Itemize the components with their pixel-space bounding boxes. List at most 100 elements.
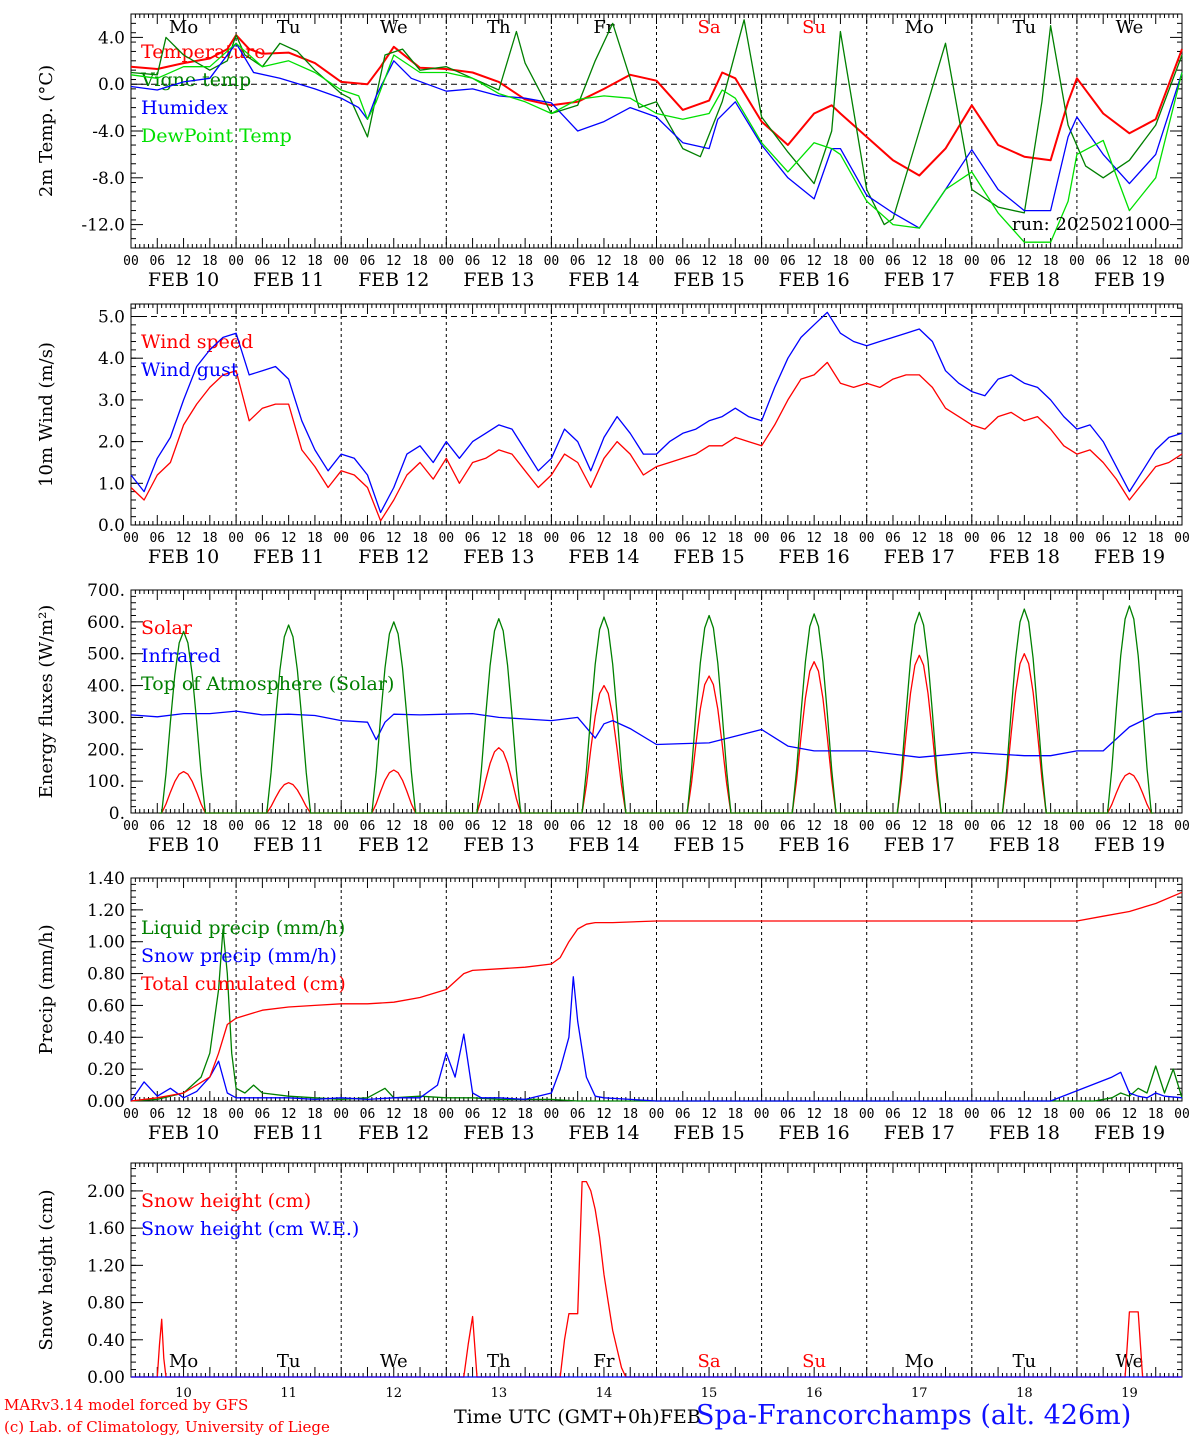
hour-tick-label: 12 bbox=[806, 1107, 822, 1122]
y-tick-label: 5.0 bbox=[98, 308, 125, 328]
legend-total-cumulated-cm: Total cumulated (cm) bbox=[141, 973, 346, 995]
hour-tick-label: 12 bbox=[491, 819, 507, 834]
y-tick-label: 600. bbox=[87, 613, 125, 633]
hour-tick-label: 06 bbox=[1095, 531, 1111, 546]
date-label: FEB 13 bbox=[463, 269, 534, 291]
hour-tick-label: 18 bbox=[833, 254, 849, 269]
date-label: FEB 10 bbox=[148, 546, 219, 568]
date-label: FEB 12 bbox=[358, 546, 429, 568]
hour-tick-label: 06 bbox=[990, 1107, 1006, 1122]
hour-tick-label: 12 bbox=[596, 254, 612, 269]
hour-tick-label: 12 bbox=[1122, 1107, 1138, 1122]
hour-tick-label: 12 bbox=[386, 1107, 402, 1122]
hour-tick-label: 18 bbox=[202, 1107, 218, 1122]
hour-tick-label: 00 bbox=[964, 254, 980, 269]
hour-tick-label: 12 bbox=[1017, 819, 1033, 834]
y-axis-label: 2m Temp. (°C) bbox=[36, 65, 57, 197]
date-label: FEB 12 bbox=[358, 834, 429, 856]
date-label: FEB 11 bbox=[253, 1122, 324, 1144]
hour-tick-label: 18 bbox=[727, 1107, 743, 1122]
weekday-label: Sa bbox=[698, 1351, 721, 1372]
hour-tick-label: 06 bbox=[990, 531, 1006, 546]
weekday-label: Th bbox=[487, 1351, 511, 1372]
y-tick-label: 0.80 bbox=[87, 965, 125, 985]
hour-tick-label: 06 bbox=[885, 1107, 901, 1122]
hour-tick-label: 18 bbox=[622, 531, 638, 546]
hour-tick-label: 12 bbox=[911, 254, 927, 269]
series-line-liquid-precip-mm-h bbox=[130, 928, 1183, 1102]
weekday-label: Tu bbox=[277, 1351, 301, 1372]
hour-tick-label: 00 bbox=[438, 819, 454, 834]
hour-tick-label: 18 bbox=[938, 819, 954, 834]
date-label: FEB 10 bbox=[148, 269, 219, 291]
hour-tick-label: 18 bbox=[307, 254, 323, 269]
hour-tick-label: 00 bbox=[649, 531, 665, 546]
hour-tick-label: 00 bbox=[228, 1107, 244, 1122]
y-tick-label: 1.60 bbox=[87, 1219, 125, 1239]
legend-snow-height-cm: Snow height (cm) bbox=[141, 1190, 311, 1212]
hour-tick-label: 06 bbox=[990, 819, 1006, 834]
hour-tick-label: 00 bbox=[544, 1107, 560, 1122]
hour-tick-label: 06 bbox=[675, 254, 691, 269]
legend-snow-height-cm-w-e: Snow height (cm W.E.) bbox=[141, 1218, 359, 1240]
weekday-label: Mo bbox=[169, 1351, 198, 1372]
date-label: FEB 12 bbox=[358, 1122, 429, 1144]
hour-tick-label: 18 bbox=[202, 531, 218, 546]
date-label: FEB 18 bbox=[989, 1122, 1060, 1144]
model-credit: MARv3.14 model forced by GFS bbox=[4, 1396, 249, 1414]
hour-tick-label: 00 bbox=[754, 531, 770, 546]
x-axis-month: FEB bbox=[659, 1406, 701, 1428]
hour-tick-label: 06 bbox=[885, 254, 901, 269]
date-label: FEB 12 bbox=[358, 269, 429, 291]
hour-tick-label: 00 bbox=[859, 531, 875, 546]
y-axis-label: Precip (mm/h) bbox=[36, 924, 57, 1054]
day-number-label: 16 bbox=[806, 1386, 823, 1400]
hour-tick-label: 00 bbox=[1174, 254, 1190, 269]
y-axis-label: Energy fluxes (W/m²) bbox=[36, 605, 57, 799]
hour-tick-label: 00 bbox=[964, 1107, 980, 1122]
y-tick-label: 0.80 bbox=[87, 1294, 125, 1314]
hour-tick-label: 00 bbox=[1174, 531, 1190, 546]
hour-tick-label: 06 bbox=[360, 819, 376, 834]
hour-tick-label: 12 bbox=[806, 254, 822, 269]
y-tick-label: 0.40 bbox=[87, 1028, 125, 1048]
hour-tick-label: 12 bbox=[701, 1107, 717, 1122]
hour-tick-label: 06 bbox=[675, 1107, 691, 1122]
y-tick-label: 100. bbox=[87, 772, 125, 792]
hour-tick-label: 18 bbox=[1043, 1107, 1059, 1122]
hour-tick-label: 06 bbox=[570, 1107, 586, 1122]
date-label: FEB 19 bbox=[1094, 1122, 1165, 1144]
hour-tick-label: 00 bbox=[754, 1107, 770, 1122]
hour-tick-label: 00 bbox=[228, 819, 244, 834]
day-number-label: 12 bbox=[385, 1386, 402, 1400]
legend-wind-gust: Wind gust bbox=[141, 359, 239, 381]
hour-tick-label: 00 bbox=[544, 819, 560, 834]
day-number-label: 19 bbox=[1121, 1386, 1138, 1400]
hour-tick-label: 18 bbox=[833, 819, 849, 834]
hour-tick-label: 18 bbox=[517, 819, 533, 834]
legend-solar: Solar bbox=[141, 617, 193, 639]
hour-tick-label: 00 bbox=[754, 254, 770, 269]
hour-tick-label: 00 bbox=[123, 254, 139, 269]
hour-tick-label: 06 bbox=[885, 531, 901, 546]
hour-tick-label: 12 bbox=[176, 531, 192, 546]
hour-tick-label: 00 bbox=[544, 531, 560, 546]
y-tick-label: 0. bbox=[109, 804, 125, 824]
panel-1: 4.0 0.0 -4.0 -8.0 -12.0 2m Temp. (°C) 00 06 12 18… bbox=[36, 13, 1190, 291]
hour-tick-label: 12 bbox=[491, 531, 507, 546]
y-tick-label: 0.00 bbox=[87, 1092, 125, 1112]
day-number-label: 18 bbox=[1016, 1386, 1033, 1400]
hour-tick-label: 06 bbox=[570, 254, 586, 269]
hour-tick-label: 12 bbox=[491, 254, 507, 269]
hour-tick-label: 18 bbox=[1148, 1107, 1164, 1122]
weekday-label: We bbox=[1116, 17, 1144, 38]
weekday-label: Sa bbox=[698, 17, 721, 38]
day-number-label: 11 bbox=[280, 1386, 297, 1400]
hour-tick-label: 18 bbox=[833, 531, 849, 546]
hour-tick-label: 06 bbox=[149, 1107, 165, 1122]
station-title: Spa-Francorchamps (alt. 426m) bbox=[696, 1400, 1132, 1431]
y-tick-label: 0.0 bbox=[98, 516, 125, 536]
hour-tick-label: 06 bbox=[255, 1107, 271, 1122]
legend-top-of-atmosphere-solar: Top of Atmosphere (Solar) bbox=[141, 673, 394, 695]
legend-liquid-precip-mm-h: Liquid precip (mm/h) bbox=[141, 917, 345, 939]
